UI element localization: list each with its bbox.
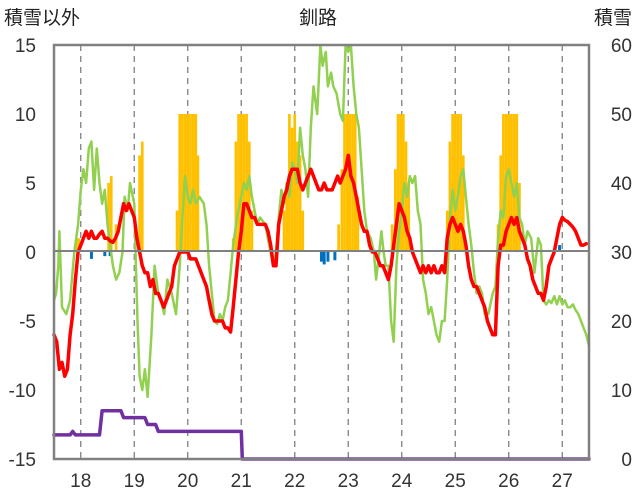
sunshine-bar [407,183,411,252]
right-axis-title: 積雪 [594,7,632,29]
sunshine-bar [502,114,505,252]
sunshine-bar [140,141,144,252]
x-tick-label: 24 [391,471,413,492]
sunshine-bar [290,127,294,252]
precipitation-bar [333,252,337,261]
sunshine-bar [348,114,352,252]
sunshine-bar [107,183,110,252]
sunshine-bar [194,114,198,252]
left-y-tick-label: 0 [25,243,36,264]
sunshine-bar [390,224,394,252]
x-tick-label: 26 [498,471,519,492]
sunshine-bar [186,114,190,252]
green-series-line [52,43,591,399]
right-y-tick-label: 20 [611,312,632,333]
left-axis-title: 積雪以外 [4,7,80,29]
sunshine-bar [77,238,80,252]
x-tick-labels: 18 19 20 21 22 23 24 25 26 27 [70,471,573,492]
chart-title: 釧路 [299,7,337,29]
sunshine-bar [451,114,454,252]
x-tick-label: 22 [284,471,305,492]
sunshine-bar [448,141,452,252]
sunshine-bar [189,114,192,252]
sunshine-bar [343,114,346,252]
sunshine-bar [298,155,302,252]
sunshine-bar [239,114,243,252]
left-y-tick-label: 10 [15,105,36,126]
plot-frame [52,43,591,461]
right-y-tick-label: 10 [611,381,632,402]
sunshine-bar [247,141,251,252]
sunshine-bar [461,155,465,252]
sunshine-bar [356,196,360,252]
left-y-tick-labels: 15 10 5 0 -5 -10 -15 [9,36,36,471]
sunshine-bar [138,155,141,252]
x-tick-label: 20 [177,471,198,492]
x-tick-label: 19 [124,471,145,492]
sunshine-bar [178,114,182,252]
sunshine-bar [181,114,184,252]
right-y-tick-label: 40 [611,174,632,195]
precipitation-bar [103,252,107,257]
left-y-tick-label: -5 [19,312,36,333]
sunshine-bar [285,183,289,252]
sunshine-bar [340,169,344,252]
right-y-tick-label: 0 [621,450,632,471]
left-y-tick-label: -15 [9,450,36,471]
sunshine-bar [191,114,195,252]
right-y-tick-label: 50 [611,105,632,126]
precipitation-bar [326,252,330,262]
sunshine-bar [456,114,460,252]
right-y-tick-label: 30 [611,243,632,264]
sunshine-bar [393,169,397,252]
sunshine-bar [109,176,113,252]
sunshine-bar [175,210,179,252]
sunshine-bar [499,155,503,252]
x-tick-label: 23 [338,471,359,492]
sunshine-bar [245,114,248,252]
line-series [52,43,591,461]
precipitation-bar [89,252,93,259]
snow-depth-line [52,408,591,461]
x-tick-label: 25 [445,471,466,492]
sunshine-bar [512,114,516,252]
x-tick-label: 21 [231,471,252,492]
precipitation-bar [558,245,562,252]
sunshine-bar [345,114,349,252]
sunshine-bar [337,224,340,252]
sunshine-bar [507,114,511,252]
right-y-tick-label: 60 [611,36,632,57]
precipitation-bar [320,252,323,262]
right-y-tick-labels: 60 50 40 30 20 10 0 [611,36,632,471]
sunshine-bar [282,210,286,252]
left-y-tick-label: 5 [25,174,36,195]
sunshine-bar [250,210,254,252]
sunshine-bar [234,141,238,252]
sunshine-bar [237,114,240,252]
left-y-tick-label: 15 [15,36,36,57]
x-tick-label: 18 [70,471,91,492]
sunshine-bar [196,155,200,252]
temperature-line [52,153,589,378]
sunshine-bar [453,114,457,252]
sunshine-bar [296,141,299,252]
sunshine-bar [301,210,305,252]
left-y-tick-label: -10 [9,381,36,402]
precipitation-bar [322,252,326,265]
sunshine-bar [399,114,403,252]
sunshine-bar [396,114,400,252]
sunshine-bar [293,114,297,252]
x-tick-label: 27 [552,471,573,492]
